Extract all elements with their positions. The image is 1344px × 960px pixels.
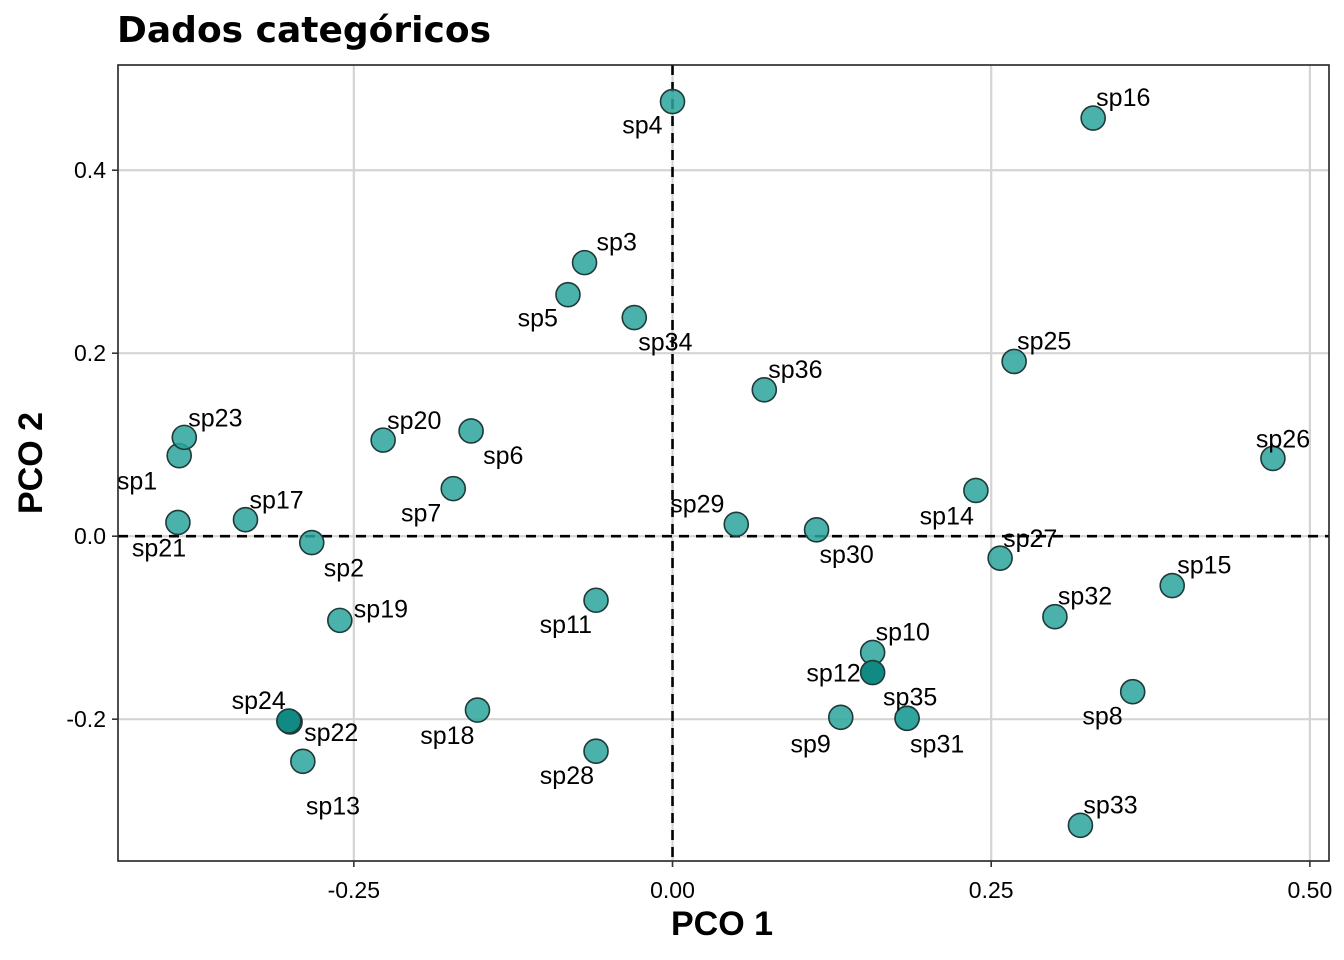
point-sp3 [571, 249, 598, 276]
point-label-sp14: sp14 [920, 502, 974, 530]
point-sp18 [464, 697, 491, 723]
point-sp24 [276, 708, 302, 734]
point-label-sp29: sp29 [670, 490, 724, 518]
point-label-sp7: sp7 [401, 500, 441, 528]
point-label-sp19: sp19 [354, 595, 408, 623]
x-tick-label: 0.00 [650, 877, 695, 903]
point-labels: sp1 sp2 sp3 sp4 sp5 sp6 sp7 sp8 sp9 sp10 sp11 sp12 s… [117, 84, 1310, 820]
point-sp28 [583, 738, 609, 765]
y-tick-label: -0.2 [66, 706, 106, 732]
point-label-sp2: sp2 [324, 555, 364, 583]
y-axis-title: PCO 2 [12, 412, 50, 514]
point-sp33 [1067, 812, 1094, 839]
point-label-sp11: sp11 [540, 611, 592, 639]
point-label-sp35: sp35 [883, 683, 937, 711]
point-label-sp32: sp32 [1058, 583, 1112, 611]
point-sp29 [723, 511, 750, 538]
point-label-sp33: sp33 [1083, 791, 1137, 819]
x-axis-ticks: -0.25 0.00 0.25 0.50 [328, 861, 1332, 903]
x-tick-label: -0.25 [328, 877, 380, 903]
point-sp14 [963, 477, 989, 504]
point-sp36 [751, 377, 778, 403]
grid-lines [118, 65, 1329, 861]
point-label-sp31: sp31 [910, 730, 964, 758]
point-sp15 [1159, 572, 1186, 599]
point-label-sp24: sp24 [232, 687, 286, 715]
point-label-sp17: sp17 [249, 487, 303, 515]
point-label-sp4: sp4 [622, 112, 662, 140]
point-label-sp25: sp25 [1017, 327, 1071, 355]
point-label-sp21: sp21 [132, 534, 186, 562]
point-label-sp6: sp6 [483, 442, 523, 470]
point-label-sp30: sp30 [820, 541, 874, 569]
point-label-sp28: sp28 [540, 762, 594, 790]
point-sp27 [987, 545, 1013, 571]
y-tick-label: 0.4 [74, 157, 106, 183]
point-sp7 [440, 475, 467, 502]
point-label-sp13: sp13 [306, 792, 360, 820]
point-label-sp1: sp1 [117, 468, 157, 496]
point-label-sp5: sp5 [518, 305, 558, 333]
point-sp26 [1260, 445, 1286, 472]
x-tick-label: 0.50 [1287, 877, 1332, 903]
point-sp32 [1042, 603, 1068, 630]
point-sp16 [1080, 105, 1106, 131]
point-sp8 [1119, 678, 1146, 705]
point-sp35 [894, 705, 920, 732]
point-label-sp8: sp8 [1082, 703, 1122, 731]
point-sp34 [621, 304, 648, 331]
point-label-sp20: sp20 [387, 407, 441, 435]
point-label-sp36: sp36 [768, 356, 822, 384]
data-points [165, 88, 1286, 839]
chart-title: Dados categóricos [117, 10, 491, 51]
point-sp4 [659, 88, 686, 115]
point-sp21 [165, 509, 191, 536]
point-sp23 [171, 424, 198, 451]
point-sp19 [327, 607, 353, 634]
point-sp5 [555, 281, 581, 308]
point-label-sp15: sp15 [1177, 552, 1231, 580]
point-label-sp10: sp10 [876, 618, 930, 646]
point-sp13 [290, 748, 316, 775]
point-sp25 [1001, 348, 1027, 375]
point-label-sp34: sp34 [638, 329, 692, 357]
point-label-sp22: sp22 [304, 719, 358, 747]
y-tick-label: 0.0 [74, 523, 106, 549]
point-label-sp16: sp16 [1096, 84, 1150, 112]
y-axis-ticks: -0.2 0.0 0.2 0.4 [66, 157, 118, 732]
point-sp20 [370, 427, 396, 453]
y-tick-label: 0.2 [74, 340, 106, 366]
reference-lines [118, 65, 1329, 861]
point-label-sp26: sp26 [1256, 425, 1310, 453]
point-sp9 [827, 704, 854, 731]
plot-frame [117, 64, 1330, 862]
point-sp2 [298, 529, 325, 556]
point-sp30 [803, 516, 830, 543]
point-sp6 [458, 418, 484, 444]
point-label-sp9: sp9 [790, 730, 830, 758]
point-sp11 [583, 587, 609, 614]
point-label-sp12: sp12 [806, 660, 860, 688]
point-sp17 [232, 506, 259, 533]
point-label-sp27: sp27 [1003, 525, 1057, 553]
point-sp12 [859, 659, 886, 686]
point-label-sp3: sp3 [597, 229, 637, 257]
point-label-sp18: sp18 [420, 722, 474, 750]
x-axis-title: PCO 1 [671, 905, 773, 943]
x-tick-label: 0.25 [969, 877, 1014, 903]
point-label-sp23: sp23 [188, 404, 242, 432]
